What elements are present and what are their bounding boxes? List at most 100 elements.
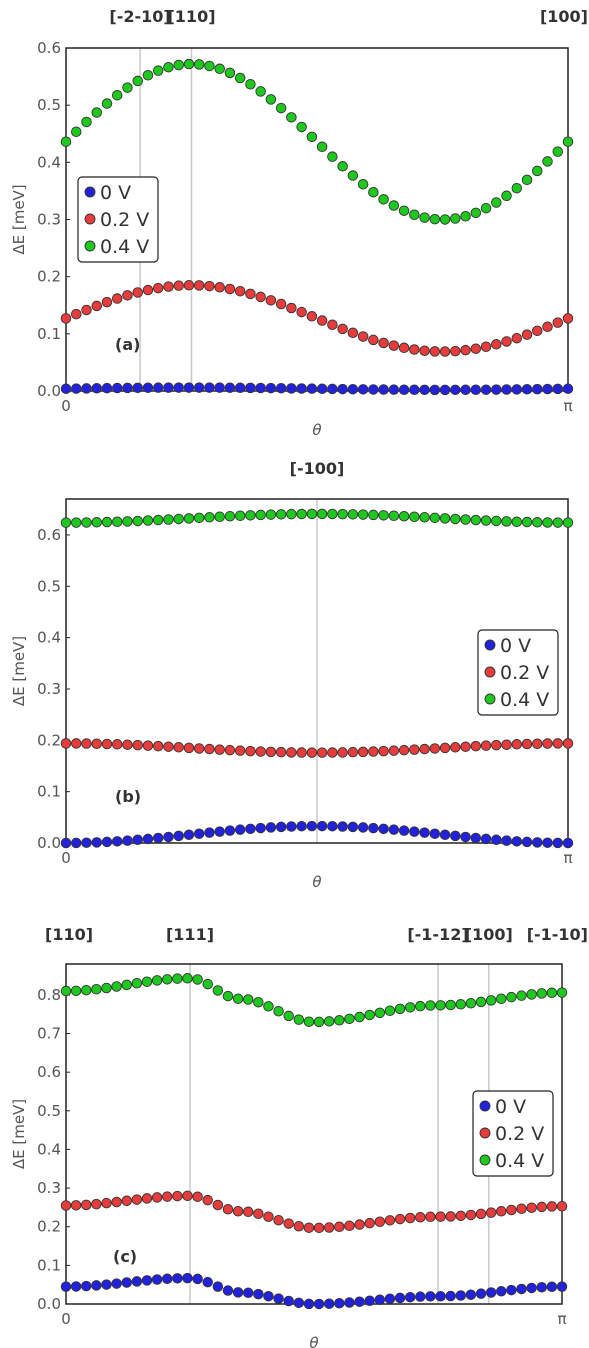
data-point bbox=[212, 1281, 224, 1292]
data-point bbox=[172, 1273, 183, 1284]
legend-marker bbox=[479, 1100, 491, 1112]
data-point bbox=[204, 280, 215, 292]
data-point bbox=[491, 739, 502, 751]
data-point bbox=[521, 174, 533, 186]
data-point bbox=[275, 382, 287, 394]
data-point bbox=[357, 331, 369, 342]
data-point bbox=[542, 837, 553, 848]
data-point bbox=[480, 384, 492, 395]
data-point bbox=[232, 993, 244, 1004]
data-point bbox=[202, 1194, 213, 1206]
data-point bbox=[255, 382, 266, 394]
data-point bbox=[384, 1005, 396, 1017]
y-tick-label: 0.6 bbox=[37, 39, 61, 57]
data-point bbox=[344, 1013, 355, 1025]
data-point bbox=[80, 1199, 92, 1211]
data-point bbox=[334, 1015, 345, 1026]
direction-label: [111] bbox=[166, 925, 214, 944]
data-point bbox=[552, 837, 564, 849]
data-point bbox=[506, 991, 517, 1003]
data-point bbox=[485, 1207, 497, 1218]
data-point bbox=[368, 509, 379, 521]
data-point bbox=[91, 383, 102, 394]
data-point bbox=[163, 61, 174, 73]
data-point bbox=[470, 832, 482, 844]
data-point bbox=[296, 747, 307, 758]
data-point bbox=[465, 1289, 477, 1300]
data-point bbox=[439, 513, 451, 524]
data-point bbox=[532, 738, 543, 749]
data-point bbox=[327, 508, 338, 520]
data-point bbox=[445, 1290, 456, 1302]
data-point bbox=[327, 319, 338, 331]
data-point bbox=[460, 741, 471, 752]
data-point bbox=[409, 511, 420, 522]
data-point bbox=[265, 746, 277, 758]
data-point bbox=[409, 344, 420, 355]
data-point bbox=[193, 59, 205, 70]
data-point bbox=[425, 1291, 436, 1302]
legend-label: 0.4 V bbox=[500, 689, 549, 711]
y-tick-label: 0.8 bbox=[37, 986, 61, 1004]
data-point bbox=[337, 747, 348, 758]
data-point bbox=[183, 58, 195, 70]
data-point bbox=[562, 313, 574, 324]
data-point bbox=[562, 837, 574, 849]
data-point bbox=[455, 1290, 467, 1301]
data-point bbox=[81, 383, 92, 394]
data-point bbox=[306, 820, 318, 832]
data-point bbox=[101, 982, 112, 994]
data-point bbox=[306, 311, 318, 322]
data-point bbox=[511, 182, 523, 194]
data-point bbox=[91, 837, 102, 848]
panel-label: (b) bbox=[115, 787, 141, 806]
data-point bbox=[542, 321, 553, 333]
data-point bbox=[132, 382, 143, 394]
data-point bbox=[172, 973, 183, 984]
data-point bbox=[245, 823, 256, 835]
data-point bbox=[429, 512, 441, 524]
data-point bbox=[316, 383, 328, 395]
data-point bbox=[450, 830, 461, 842]
data-point bbox=[101, 1279, 112, 1290]
data-point bbox=[224, 283, 236, 295]
y-tick-label: 0.0 bbox=[37, 1295, 61, 1313]
data-point bbox=[265, 509, 277, 520]
data-point bbox=[316, 508, 328, 520]
data-point bbox=[491, 339, 502, 350]
data-point bbox=[337, 323, 348, 335]
y-tick-label: 0.1 bbox=[37, 325, 61, 343]
data-point bbox=[173, 742, 184, 753]
data-point bbox=[460, 831, 471, 843]
data-point bbox=[460, 344, 471, 356]
data-point bbox=[183, 742, 195, 754]
data-point bbox=[60, 1281, 72, 1292]
y-tick-label: 0.0 bbox=[37, 382, 61, 400]
data-point bbox=[419, 384, 430, 396]
data-point bbox=[364, 1217, 375, 1229]
data-point bbox=[163, 281, 174, 292]
data-point bbox=[357, 509, 369, 520]
data-point bbox=[283, 1295, 294, 1307]
data-point bbox=[521, 384, 533, 395]
data-point bbox=[388, 384, 400, 395]
data-point bbox=[60, 383, 72, 394]
data-point bbox=[70, 126, 82, 137]
data-point bbox=[303, 1016, 315, 1027]
data-point bbox=[526, 989, 537, 1000]
data-point bbox=[404, 1212, 416, 1224]
data-point bbox=[91, 1198, 102, 1210]
data-point bbox=[496, 1286, 507, 1297]
data-point bbox=[546, 987, 558, 999]
data-point bbox=[214, 826, 225, 837]
data-point bbox=[253, 1288, 264, 1300]
data-point bbox=[255, 291, 266, 303]
data-point bbox=[323, 1222, 335, 1233]
data-point bbox=[378, 745, 389, 757]
data-point bbox=[316, 820, 328, 832]
data-point bbox=[445, 999, 456, 1011]
data-point bbox=[275, 298, 287, 310]
y-tick-label: 0.5 bbox=[37, 577, 61, 595]
data-point bbox=[173, 280, 184, 291]
data-point bbox=[546, 1281, 558, 1293]
